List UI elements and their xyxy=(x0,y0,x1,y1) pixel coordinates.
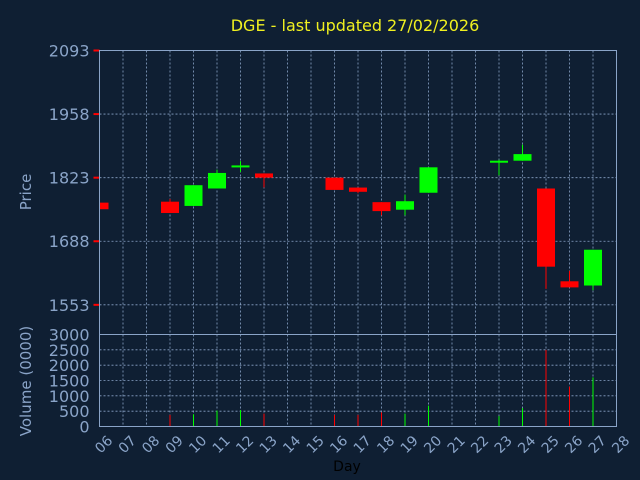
x-tick-label: 26 xyxy=(562,433,586,457)
volume-tick-label: 1500 xyxy=(49,372,90,391)
x-tick-label: 15 xyxy=(304,433,328,457)
candle-body xyxy=(513,154,532,161)
volume-tick-label: 0 xyxy=(79,418,89,437)
volume-panel-frame xyxy=(99,334,617,427)
candle-body xyxy=(100,202,109,210)
price-y-ticks: 2093 1958 1823 1688 1553 xyxy=(49,42,100,315)
price-tick-label: 1553 xyxy=(49,296,90,315)
x-tick-label: 17 xyxy=(351,433,375,457)
candle-body xyxy=(349,187,367,192)
candle-body xyxy=(184,185,203,206)
volume-tick-label: 3000 xyxy=(49,326,90,345)
x-tick-label: 23 xyxy=(492,433,516,457)
x-tick-label: 27 xyxy=(586,433,610,457)
price-tick-label: 1823 xyxy=(49,169,90,188)
chart-title: DGE - last updated 27/02/2026 xyxy=(231,16,480,35)
x-tick-label: 28 xyxy=(609,433,633,457)
x-tick-label: 24 xyxy=(515,433,539,457)
volume-tick-label: 2500 xyxy=(49,341,90,360)
price-tick-label: 1688 xyxy=(49,232,90,251)
candle-body xyxy=(231,165,250,168)
candles xyxy=(99,144,602,291)
x-tick-label: 20 xyxy=(421,433,445,457)
x-tick-label: 12 xyxy=(233,433,257,457)
x-tick-label: 18 xyxy=(374,433,398,457)
x-tick-label: 11 xyxy=(210,433,234,457)
candle-body xyxy=(419,167,438,193)
x-tick-label: 10 xyxy=(186,433,210,457)
x-tick-label: 22 xyxy=(468,433,492,457)
candle-body xyxy=(372,202,391,212)
candle-body xyxy=(396,201,414,210)
volume-tick-label: 500 xyxy=(59,402,90,421)
volume-tick-label: 2000 xyxy=(49,356,90,375)
x-tick-label: 08 xyxy=(139,433,163,457)
x-tick-label: 21 xyxy=(445,433,469,457)
x-tick-label: 14 xyxy=(280,433,304,457)
x-tick-label: 06 xyxy=(92,433,116,457)
volume-grid xyxy=(99,334,617,427)
candle-body xyxy=(537,188,555,267)
volume-tick-label: 1000 xyxy=(49,387,90,406)
price-tick-label: 2093 xyxy=(49,42,90,61)
candle-body xyxy=(325,177,344,190)
candle-body xyxy=(584,249,602,286)
x-axis-label: Day xyxy=(333,459,361,475)
price-tick-label: 1958 xyxy=(49,105,90,124)
x-tick-label: 16 xyxy=(327,433,351,457)
candle-body xyxy=(560,281,579,288)
x-tick-label: 07 xyxy=(116,433,140,457)
candle-body xyxy=(255,173,273,178)
x-tick-label: 09 xyxy=(163,433,187,457)
x-tick-label: 19 xyxy=(398,433,422,457)
candle-body xyxy=(208,172,226,189)
x-ticks: 06 07 08 09 10 11 12 13 14 15 16 17 18 19 20 21 22 23 24 25… xyxy=(92,433,633,457)
candle-body xyxy=(490,160,508,163)
x-tick-label: 25 xyxy=(539,433,563,457)
x-tick-label: 13 xyxy=(257,433,281,457)
candle-body xyxy=(161,201,179,213)
volume-bars xyxy=(169,349,594,427)
volume-axis-label: Volume (0000) xyxy=(17,326,35,436)
price-axis-label: Price xyxy=(17,174,35,211)
